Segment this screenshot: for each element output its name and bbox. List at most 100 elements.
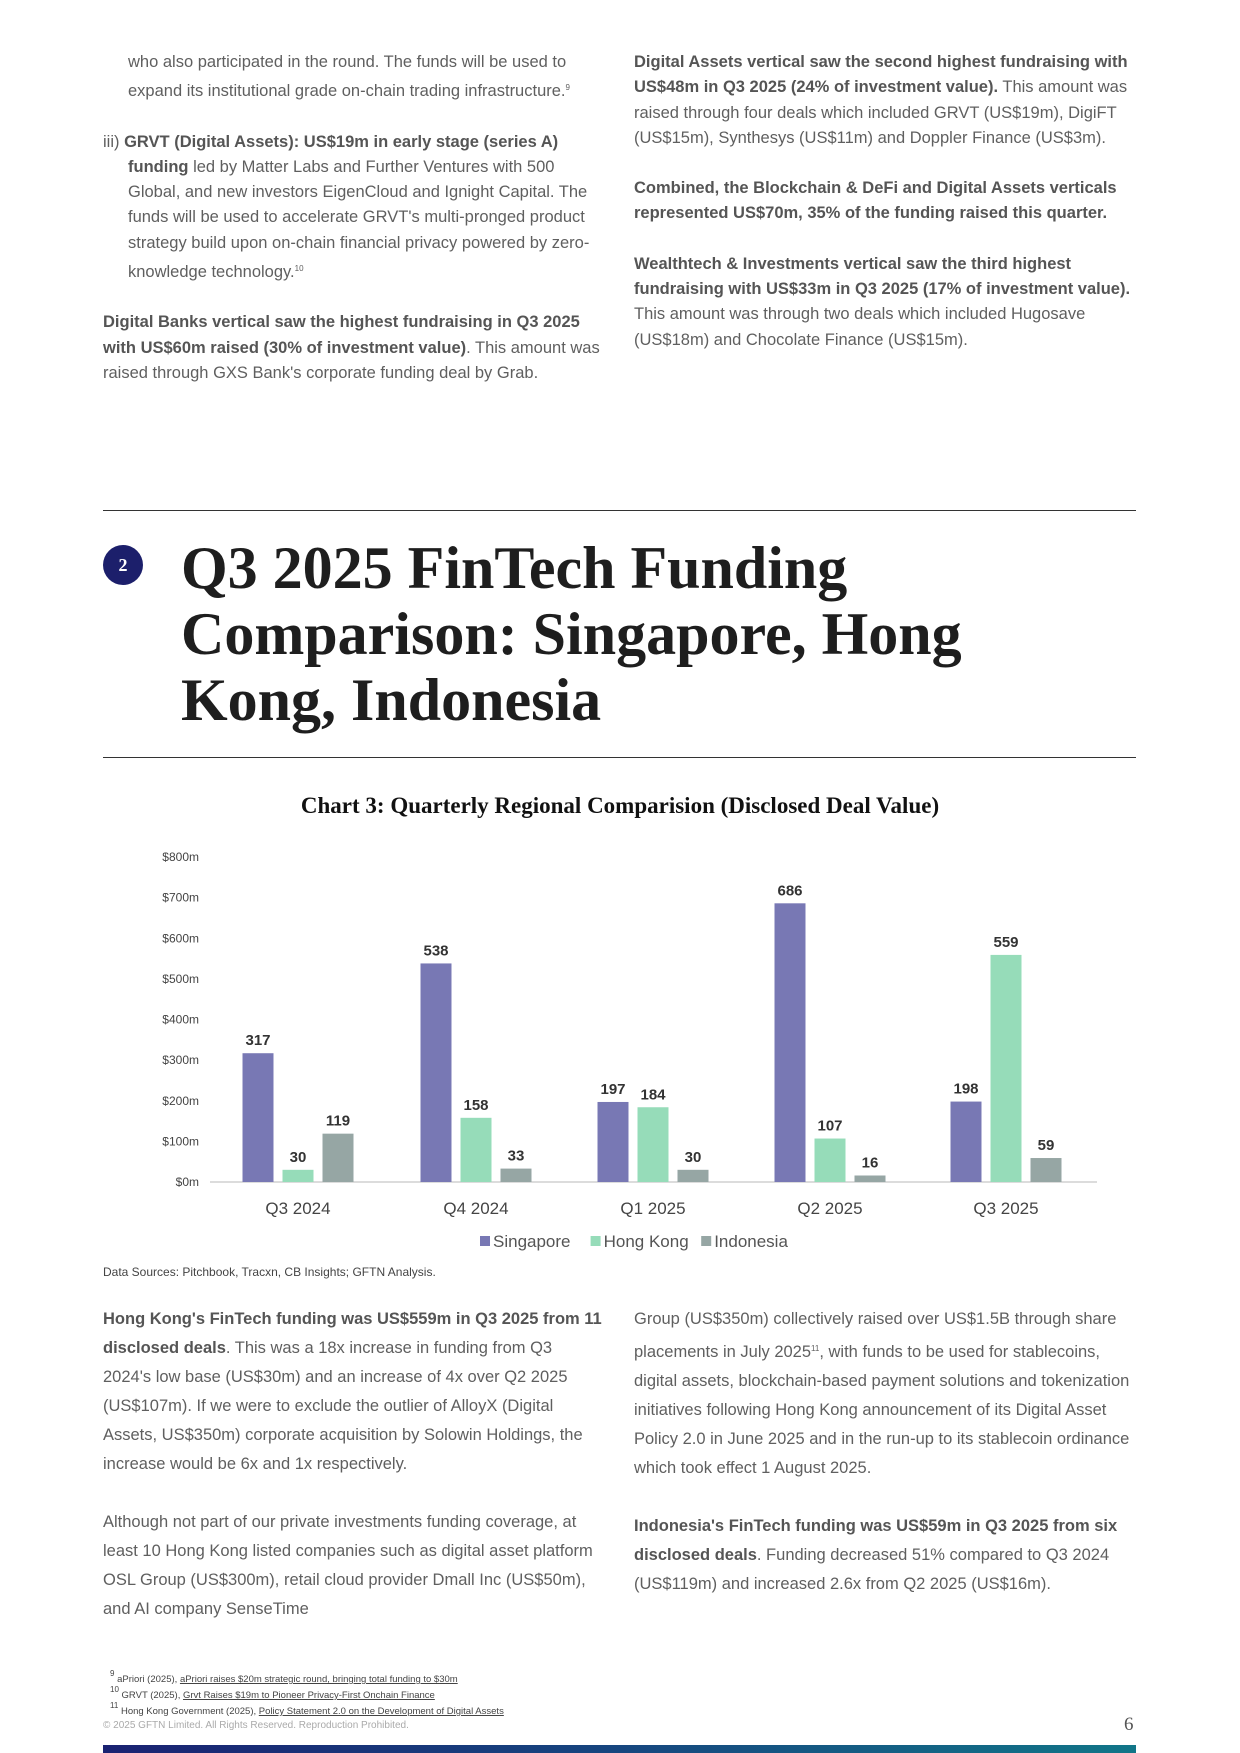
combined-paragraph: Combined, the Blockchain & DeFi and Digi… [634, 176, 1134, 227]
footer-bar [103, 1745, 1136, 1753]
legend-swatch [701, 1236, 712, 1246]
footnote-ref[interactable]: 10 [294, 264, 304, 274]
footnote-link[interactable]: aPriori raises $20m strategic round, bri… [179, 1674, 458, 1685]
paragraph-text: . This was a 18x increase in funding fro… [103, 1339, 583, 1473]
divider-bottom [103, 757, 1136, 758]
data-label: 59 [1038, 1137, 1055, 1154]
bar-indonesia [1030, 1158, 1062, 1182]
data-label: 538 [423, 942, 448, 959]
bold-lead: Combined, the Blockchain & DeFi and Digi… [634, 179, 1117, 223]
x-tick-label: Q2 2025 [797, 1199, 862, 1218]
bar-indonesia [500, 1168, 532, 1182]
data-label: 33 [508, 1148, 525, 1165]
legend-label: Singapore [493, 1232, 571, 1251]
x-tick-label: Q3 2024 [265, 1199, 330, 1218]
paragraph-text: . Funding decreased 51% compared to Q3 2… [634, 1546, 1110, 1593]
data-label: 16 [862, 1155, 879, 1172]
y-tick-label: $200m [162, 1094, 199, 1108]
bottom-left-column: Hong Kong's FinTech funding was US$559m … [103, 1305, 603, 1653]
bar-hong-kong [637, 1107, 669, 1182]
legend-label: Indonesia [714, 1232, 788, 1251]
x-tick-label: Q1 2025 [620, 1199, 685, 1218]
list-marker: iii) [103, 132, 120, 151]
bottom-right-column: Group (US$350m) collectively raised over… [634, 1305, 1134, 1628]
footnote-ref[interactable]: 11 [811, 1344, 820, 1353]
legend-label: Hong Kong [604, 1232, 689, 1251]
y-tick-label: $600m [162, 931, 199, 945]
x-tick-label: Q4 2024 [443, 1199, 508, 1218]
list-item-grvt: iii) GRVT (Digital Assets): US$19m in ea… [103, 130, 603, 286]
bold-lead: Digital Assets vertical saw the second h… [634, 53, 1128, 97]
bar-indonesia [677, 1169, 709, 1182]
continued-paragraph: who also participated in the round. The … [103, 50, 603, 105]
y-tick-label: $800m [162, 850, 199, 864]
paragraph-text: , with funds to be used for stablecoins,… [634, 1343, 1130, 1477]
y-tick-label: $400m [162, 1013, 199, 1027]
bar-singapore [242, 1053, 274, 1182]
y-tick-label: $100m [162, 1134, 199, 1148]
bar-indonesia [854, 1175, 886, 1182]
bold-lead: Hong Kong's FinTech funding was US$559m … [103, 1310, 602, 1357]
data-label: 107 [817, 1118, 842, 1135]
footnote-source: aPriori (2025), [117, 1674, 180, 1685]
footnote-number: 11 [110, 1701, 119, 1710]
footnote-ref[interactable]: 9 [565, 83, 570, 93]
top-right-column: Digital Assets vertical saw the second h… [634, 50, 1134, 378]
y-tick-label: $700m [162, 891, 199, 905]
y-tick-label: $500m [162, 972, 199, 986]
bar-singapore [774, 903, 806, 1182]
digital-banks-paragraph: Digital Banks vertical saw the highest f… [103, 310, 603, 386]
bar-hong-kong [990, 954, 1022, 1182]
wealthtech-paragraph: Wealthtech & Investments vertical saw th… [634, 252, 1134, 353]
bar-indonesia [322, 1133, 354, 1182]
bar-singapore [950, 1101, 982, 1182]
data-sources: Data Sources: Pitchbook, Tracxn, CB Insi… [103, 1265, 436, 1279]
chart-title: Chart 3: Quarterly Regional Comparision … [300, 793, 940, 818]
paragraph-text: This amount was raised through four deal… [634, 78, 1128, 147]
top-left-column: who also participated in the round. The … [103, 50, 603, 411]
legend-swatch [590, 1236, 601, 1246]
divider-top [103, 510, 1136, 511]
data-label: 197 [600, 1081, 625, 1098]
paragraph-text: Group (US$350m) collectively raised over… [634, 1310, 1117, 1361]
data-label: 184 [640, 1086, 666, 1103]
copyright: © 2025 GFTN Limited. All Rights Reserved… [103, 1720, 409, 1731]
bar-singapore [597, 1101, 629, 1182]
footnote-source: Hong Kong Government (2025), [120, 1706, 259, 1717]
bold-lead: Indonesia's FinTech funding was US$59m i… [634, 1517, 1118, 1564]
data-label: 158 [463, 1097, 488, 1114]
footnote-number: 10 [110, 1685, 119, 1694]
y-tick-label: $0m [176, 1175, 199, 1189]
paragraph-text: This amount was through two deals which … [634, 305, 1086, 349]
bar-singapore [420, 963, 452, 1182]
digital-assets-paragraph: Digital Assets vertical saw the second h… [634, 50, 1134, 151]
page-number: 6 [1124, 1714, 1134, 1735]
footnote-link[interactable]: Grvt Raises $19m to Pioneer Privacy-Firs… [182, 1690, 435, 1701]
footnote-number: 9 [110, 1669, 115, 1678]
bar-hong-kong [282, 1169, 314, 1182]
indonesia-paragraph: Indonesia's FinTech funding was US$59m i… [634, 1512, 1134, 1599]
bar-hong-kong [814, 1138, 846, 1182]
footnote: 11 Hong Kong Government (2025), Policy S… [110, 1701, 504, 1717]
paragraph-text: Although not part of our private investm… [103, 1513, 593, 1618]
bar-hong-kong [460, 1117, 492, 1182]
data-label: 119 [326, 1113, 350, 1130]
legend-swatch [480, 1236, 490, 1246]
listed-companies-paragraph: Although not part of our private investm… [103, 1508, 603, 1624]
bold-lead: Wealthtech & Investments vertical saw th… [634, 254, 1131, 299]
bold-lead: Digital Banks vertical saw the highest f… [103, 313, 580, 357]
continued-paragraph: Group (US$350m) collectively raised over… [634, 1305, 1134, 1483]
bar-chart: $0m $100m $200m $300m $400m $500m $600m $700m $8… [162, 850, 1097, 1251]
paragraph-text: . This amount was raised through GXS Ban… [103, 338, 600, 382]
bold-lead: GRVT (Digital Assets): US$19m in early s… [124, 132, 559, 176]
footnote-link[interactable]: Policy Statement 2.0 on the Development … [258, 1706, 504, 1717]
section-title: Q3 2025 FinTech Funding Comparison: Sing… [181, 535, 962, 733]
paragraph-text: led by Matter Labs and Further Ventures … [128, 157, 590, 282]
section-number-badge: 2 [103, 545, 143, 585]
data-label: 686 [777, 882, 802, 899]
data-label: 30 [685, 1149, 702, 1166]
footnote: 10 GRVT (2025), Grvt Raises $19m to Pion… [110, 1685, 435, 1701]
data-label: 30 [290, 1149, 307, 1166]
paragraph-text: who also participated in the round. The … [128, 53, 567, 101]
data-label: 198 [953, 1081, 978, 1098]
